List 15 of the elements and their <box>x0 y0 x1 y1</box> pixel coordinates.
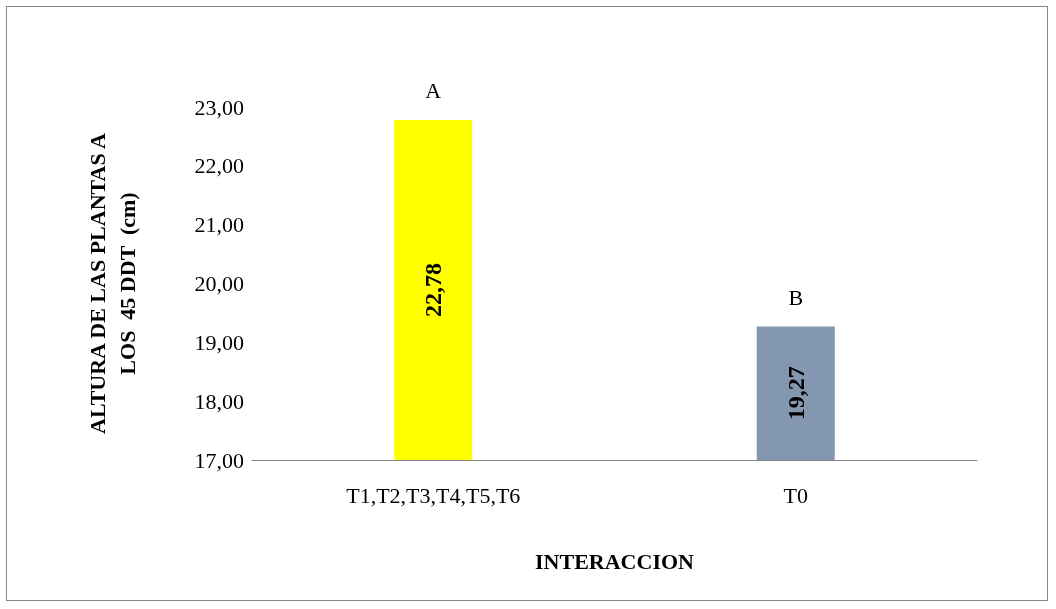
y-axis-title: ALTURA DE LAS PLANTAS A LOS 45 DDT (cm) <box>84 133 140 434</box>
x-tick-label: T1,T2,T3,T4,T5,T6 <box>346 482 521 508</box>
y-tick-label: 18,00 <box>194 388 244 414</box>
y-tick-label: 23,00 <box>194 94 244 120</box>
annotation: A <box>425 78 442 104</box>
annotation: B <box>788 284 804 310</box>
y-tick-label: 19,00 <box>194 329 244 355</box>
y-tick-label: 21,00 <box>194 212 244 238</box>
y-tick-label: 20,00 <box>194 271 244 296</box>
data-label: 19,27 <box>782 366 809 421</box>
y-tick-label: 17,00 <box>194 447 244 473</box>
data-label: 22,78 <box>420 262 447 317</box>
x-axis-title: INTERACCION <box>535 548 695 574</box>
x-tick-label: T0 <box>783 482 808 508</box>
y-tick-label: 22,00 <box>194 153 244 179</box>
